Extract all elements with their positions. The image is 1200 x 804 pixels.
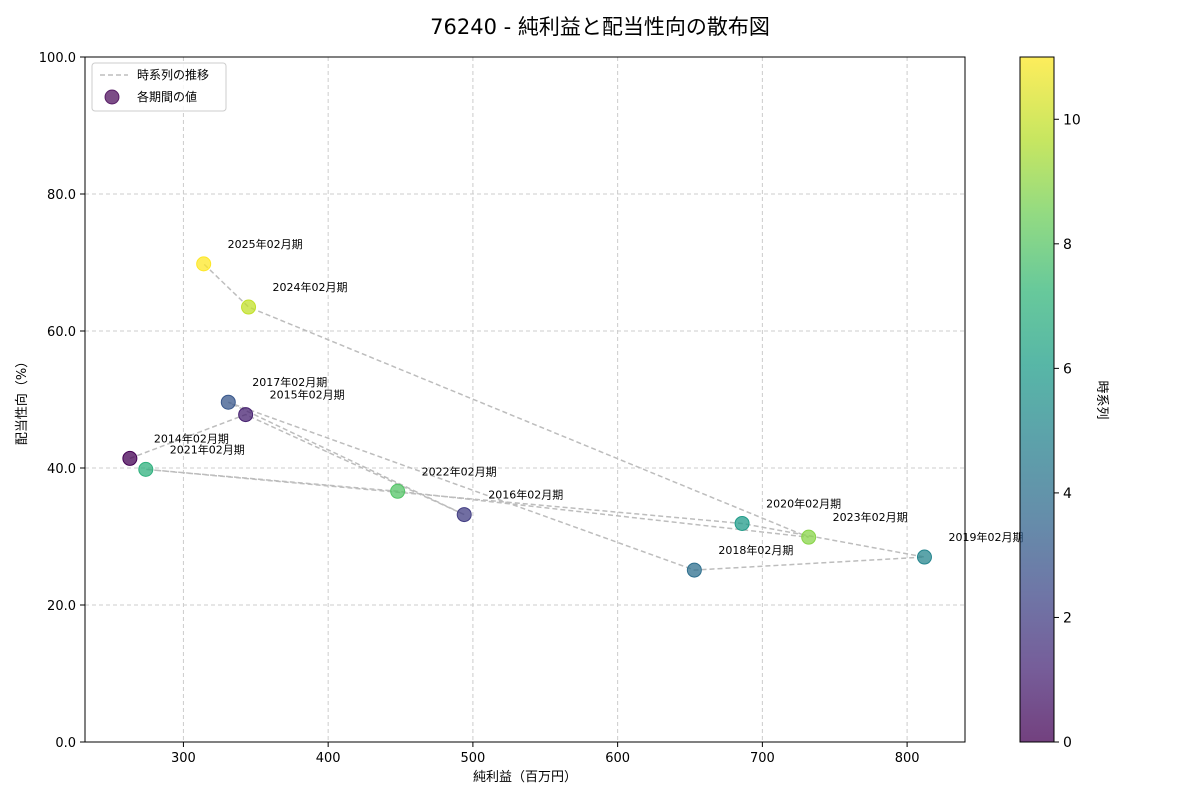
x-tick-label: 800 [895,751,920,766]
legend-line-label: 時系列の推移 [137,68,209,82]
point-label: 2020年02月期 [766,496,841,510]
data-point [390,483,406,499]
x-tick-label: 300 [171,751,196,766]
y-tick-label: 40.0 [47,462,76,477]
colorbar-tick-label: 8 [1063,237,1072,253]
x-axis-ticks: 300 400 500 600 700 800 [171,742,920,766]
data-point [196,256,212,272]
colorbar-ticks: 0 2 4 6 8 10 [1054,112,1081,751]
y-tick-label: 20.0 [47,599,76,614]
data-point [241,299,257,315]
point-label: 2024年02月期 [273,280,348,294]
x-tick-label: 500 [460,751,485,766]
plot-frame [84,56,966,743]
data-point [801,529,817,545]
colorbar-tick-label: 2 [1063,610,1072,626]
point-label: 2025年02月期 [228,237,303,251]
legend-marker-swatch [104,89,120,105]
colorbar-tick-label: 6 [1063,361,1072,377]
colorbar: 0 2 4 6 8 10 時系列 [1019,56,1109,751]
point-label: 2019年02月期 [948,530,1023,544]
x-tick-label: 400 [316,751,341,766]
y-axis-ticks: 0.0 20.0 40.0 60.0 80.0 100.0 [39,51,85,751]
x-tick-label: 600 [605,751,630,766]
data-point [138,461,154,477]
colorbar-tick-label: 10 [1063,112,1081,128]
y-tick-label: 100.0 [39,51,76,66]
colorbar-gradient [1019,56,1055,743]
point-label: 2023年02月期 [833,510,908,524]
y-tick-label: 60.0 [47,325,76,340]
data-point [456,507,472,523]
point-label: 2022年02月期 [422,464,497,478]
chart-title: 76240 - 純利益と配当性向の散布図 [430,15,770,39]
point-label: 2021年02月期 [170,442,245,456]
y-tick-label: 80.0 [47,188,76,203]
point-labels: 2014年02月期 2015年02月期 2016年02月期 2017年02月期 2018… [154,237,1024,557]
grid [85,57,965,742]
x-axis-label: 純利益（百万円） [473,770,577,785]
colorbar-tick-label: 0 [1063,735,1072,751]
data-point [238,407,254,423]
data-points [122,256,932,578]
legend-marker-label: 各期間の値 [137,89,197,104]
point-label: 2014年02月期 [154,431,229,445]
data-point [122,450,138,466]
point-label: 2017年02月期 [252,375,327,389]
legend: 時系列の推移 各期間の値 [91,62,227,112]
time-series-line [129,263,925,571]
colorbar-label: 時系列 [1094,380,1109,419]
point-label: 2018年02月期 [718,543,793,557]
data-point [916,549,932,565]
x-tick-label: 700 [750,751,775,766]
time-series-path [129,263,925,571]
colorbar-tick-label: 4 [1063,486,1072,502]
point-label: 2016年02月期 [488,488,563,502]
point-label: 2015年02月期 [270,388,345,402]
y-axis-label: 配当性向（%） [14,355,30,445]
data-point [220,394,236,410]
y-tick-label: 0.0 [55,736,76,751]
data-point [686,562,702,578]
data-point [734,515,750,531]
